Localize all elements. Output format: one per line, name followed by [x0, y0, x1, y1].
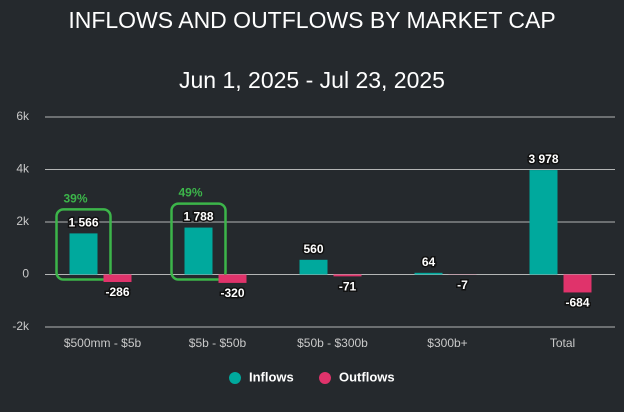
chart-subtitle: Jun 1, 2025 - Jul 23, 2025 [179, 67, 445, 93]
bar [529, 170, 558, 275]
x-tick-label: $50b - $300b [297, 336, 368, 350]
value-label: 1 566 [68, 216, 98, 230]
legend-label: Inflows [249, 369, 294, 384]
value-label: 1 788 [183, 210, 213, 224]
x-tick-label: $5b - $50b [189, 336, 247, 350]
y-tick-label: 2k [16, 214, 30, 228]
value-label: -684 [565, 296, 589, 310]
value-label: 64 [422, 255, 436, 269]
legend-label: Outflows [339, 369, 395, 384]
y-tick-label: 6k [16, 109, 30, 123]
bar [69, 233, 98, 275]
bar [184, 227, 213, 275]
value-label: 3 978 [528, 152, 558, 166]
bar [218, 274, 247, 283]
bar [103, 274, 132, 283]
legend-swatch [229, 372, 241, 384]
x-tick-label: $500mm - $5b [64, 336, 142, 350]
bar [299, 259, 328, 275]
value-label: -71 [339, 280, 357, 294]
legend-swatch [319, 372, 331, 384]
bar [333, 274, 362, 277]
y-tick-label: 4k [16, 162, 30, 176]
value-label: -286 [105, 285, 129, 299]
annotation: 49% [178, 186, 202, 200]
x-tick-label: Total [550, 336, 575, 350]
value-label: 560 [303, 242, 323, 256]
value-label: -320 [220, 286, 244, 300]
value-label: -7 [457, 278, 468, 292]
annotation-box [55, 208, 112, 281]
annotation-box [170, 202, 227, 281]
y-tick-label: 0 [22, 267, 29, 281]
bar [563, 274, 592, 293]
bar [414, 272, 443, 275]
y-tick-label: -2k [12, 319, 30, 333]
x-tick-label: $300b+ [427, 336, 467, 350]
annotation: 39% [63, 192, 87, 206]
chart-title: INFLOWS AND OUTFLOWS BY MARKET CAP [68, 7, 555, 33]
